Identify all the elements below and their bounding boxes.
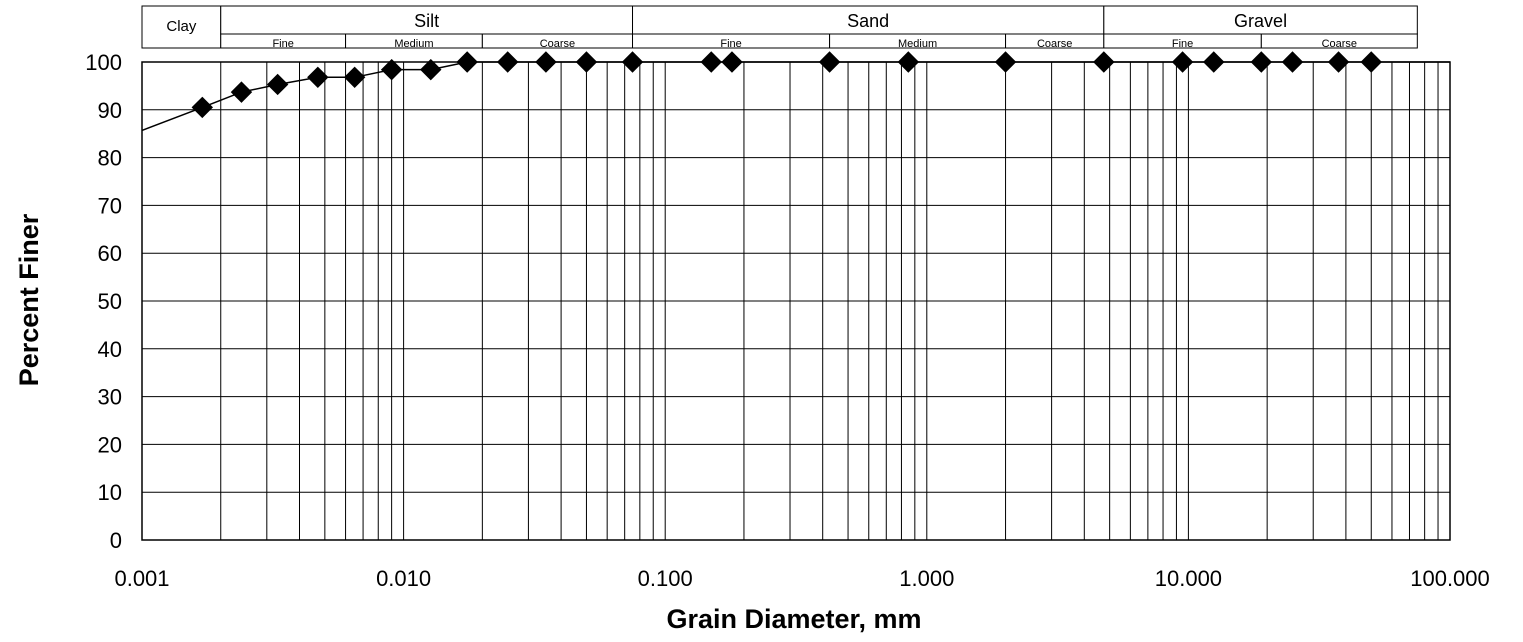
band-box — [632, 5, 1105, 35]
trend-line-path — [141, 61, 1450, 132]
data-point — [621, 51, 644, 73]
data-point — [1281, 51, 1304, 73]
band-label: Sand — [847, 11, 889, 31]
soil-classification-bands: Clay Silt Sand Gravel Fine Medium Coarse Fine Me… — [141, 5, 1418, 50]
y-tick-label: 60 — [98, 241, 122, 266]
x-tick-label: 100.000 — [1410, 566, 1490, 591]
data-point — [420, 58, 442, 81]
data-point — [1171, 51, 1194, 73]
grid-lines — [142, 62, 1450, 540]
data-point — [230, 81, 253, 103]
data-point — [307, 66, 329, 89]
y-tick-label: 20 — [98, 432, 122, 457]
data-point — [1360, 51, 1382, 73]
data-point — [700, 51, 722, 73]
data-point — [343, 66, 366, 89]
data-point — [1250, 51, 1273, 73]
data-point — [994, 51, 1017, 73]
x-axis-tick-labels: 0.001 0.010 0.100 1.000 10.000 100.000 — [114, 566, 1489, 591]
y-tick-label: 80 — [98, 146, 122, 171]
y-tick-label: 90 — [98, 98, 122, 123]
sub-band-label: Coarse — [540, 38, 575, 50]
data-markers — [191, 51, 1382, 119]
sub-band-label: Medium — [394, 38, 433, 50]
sub-band-label: Fine — [1172, 38, 1193, 50]
band-label: Silt — [414, 11, 439, 31]
band-label: Clay — [166, 18, 197, 35]
x-axis-label: Grain Diameter, mm — [666, 604, 921, 634]
data-point — [1203, 51, 1225, 73]
x-tick-label: 0.001 — [114, 566, 169, 591]
sub-band-label: Medium — [898, 38, 937, 50]
y-tick-label: 100 — [85, 50, 122, 75]
data-point — [266, 73, 289, 96]
y-tick-label: 10 — [98, 480, 122, 505]
sub-band-label: Coarse — [1322, 38, 1357, 50]
x-tick-label: 0.010 — [376, 566, 431, 591]
data-point — [191, 96, 213, 119]
band-label: Gravel — [1234, 11, 1287, 31]
data-point — [1093, 51, 1115, 73]
y-tick-label: 30 — [98, 385, 122, 410]
y-axis-tick-labels: 0 10 20 30 40 50 60 70 80 90 100 — [85, 50, 122, 553]
x-tick-label: 1.000 — [899, 566, 954, 591]
band-box — [1103, 5, 1418, 35]
trend-line — [141, 61, 1450, 132]
data-point — [380, 58, 403, 81]
data-point — [818, 51, 841, 73]
sub-band-box — [1260, 33, 1418, 49]
sub-band-label: Coarse — [1037, 38, 1072, 50]
band-box — [141, 5, 222, 49]
data-point — [897, 51, 920, 73]
x-tick-label: 10.000 — [1155, 566, 1222, 591]
y-axis-label: Percent Finer — [14, 213, 44, 386]
y-tick-label: 50 — [98, 289, 122, 314]
sub-band-label: Fine — [720, 38, 741, 50]
data-point — [535, 51, 557, 73]
sub-band-label: Fine — [272, 38, 293, 50]
y-tick-label: 40 — [98, 337, 122, 362]
data-point — [1327, 51, 1350, 73]
y-tick-label: 70 — [98, 193, 122, 218]
band-box — [220, 5, 634, 35]
data-point — [575, 51, 598, 73]
data-point — [456, 51, 478, 73]
data-point — [496, 51, 519, 73]
y-tick-label: 0 — [110, 528, 122, 553]
x-tick-label: 0.100 — [638, 566, 693, 591]
data-point — [721, 51, 743, 73]
